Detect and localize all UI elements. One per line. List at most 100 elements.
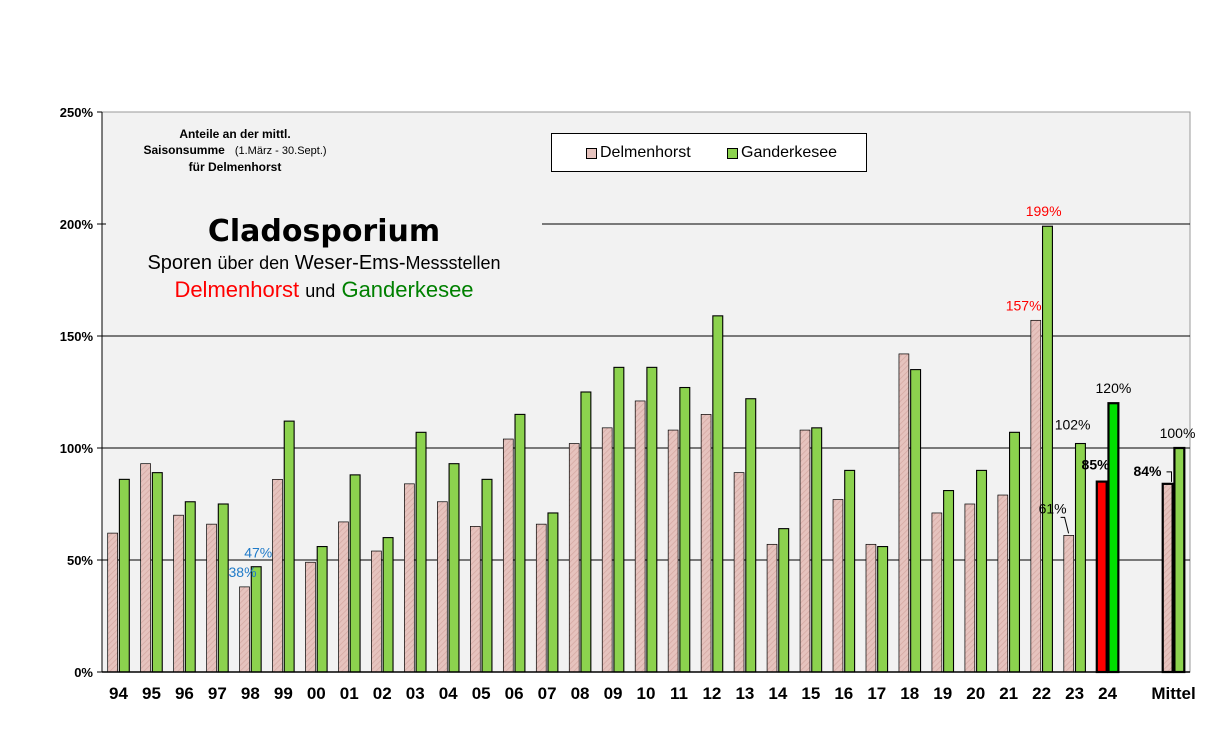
chart-title: Cladosporium: [207, 214, 441, 249]
bar-ganderkesee-15: [811, 427, 823, 673]
bar-delmenhorst-08: [568, 443, 580, 673]
bar-delmenhorst-19: [931, 512, 943, 673]
data-label-ganderkesee-Mittel: 100%: [1160, 425, 1196, 441]
x-tick-label: 10: [637, 684, 656, 703]
x-tick-label: 02: [373, 684, 392, 703]
chart-title-line3: Delmenhorst und Ganderkesee: [106, 276, 542, 305]
leader-line-23: [1060, 516, 1070, 534]
bar-ganderkesee-Mittel: [1173, 446, 1186, 674]
x-axis: 94 95 96 97 98 99 00 01 02 03 04 05 06 07 08 09 10 11 12 13…: [109, 684, 1196, 703]
title-word-sporen: Sporen: [147, 252, 212, 274]
title-block: Cladosporium Sporen über den Weser-Ems-M…: [106, 212, 542, 310]
title-word-den: den: [259, 253, 290, 273]
bar-ganderkesee-96: [184, 501, 196, 673]
x-tick-label: 01: [340, 684, 359, 703]
subtitle-line-3: für Delmenhorst: [188, 160, 282, 174]
bar-delmenhorst-14: [766, 543, 778, 673]
bar-ganderkesee-04: [448, 463, 460, 673]
bar-ganderkesee-17: [877, 546, 889, 673]
bar-delmenhorst-94: [107, 532, 118, 673]
bar-ganderkesee-03: [415, 431, 427, 673]
bar-delmenhorst-23: [1063, 535, 1075, 673]
title-station-delmenhorst: Delmenhorst: [174, 277, 300, 302]
data-label-delmenhorst-22: 157%: [1006, 297, 1042, 313]
x-tick-label: Mittel: [1151, 684, 1195, 703]
bar-delmenhorst-24: [1095, 480, 1108, 674]
bar-ganderkesee-97: [217, 503, 229, 673]
bar-ganderkesee-13: [745, 398, 757, 673]
bar-ganderkesee-19: [943, 490, 955, 673]
bar-ganderkesee-21: [1009, 431, 1021, 673]
x-tick-label: 08: [571, 684, 590, 703]
data-label-delmenhorst-Mittel: 84%: [1133, 463, 1162, 479]
bar-delmenhorst-05: [470, 526, 481, 673]
bar-delmenhorst-04: [437, 501, 448, 673]
bar-ganderkesee-01: [349, 474, 361, 673]
y-axis: 0% 50% 100% 150% 200% 250%: [60, 105, 1190, 680]
bar-ganderkesee-05: [481, 478, 493, 673]
legend-swatch-ganderkesee: [727, 147, 738, 159]
y-tick-label: 0%: [74, 665, 93, 680]
bar-delmenhorst-06: [502, 438, 514, 673]
subtitle-line-1: Anteile an der mittl.: [179, 127, 291, 141]
title-station-ganderkesee: Ganderkesee: [341, 277, 474, 302]
bar-delmenhorst-16: [832, 499, 844, 673]
x-tick-label: 09: [604, 684, 623, 703]
subtitle-line-2b: (1.März - 30.Sept.): [234, 145, 327, 157]
bar-ganderkesee-24: [1107, 402, 1120, 674]
x-tick-label: 16: [834, 684, 853, 703]
bar-ganderkesee-06: [514, 413, 526, 673]
plot-area: [101, 111, 1191, 673]
bar-ganderkesee-07: [547, 512, 559, 673]
bar-ganderkesee-08: [580, 391, 592, 673]
subtitle-line-2: Saisonsumme: [143, 143, 225, 157]
legend: Delmenhorst Ganderkesee: [551, 133, 867, 172]
bar-delmenhorst-99: [272, 479, 283, 673]
y-tick-label: 150%: [60, 329, 94, 344]
title-word-messstellen: Messstellen: [405, 253, 501, 273]
data-labels: 47% 38% 199% 157% 102% 61% 120% 85% 100% 84%: [229, 203, 1196, 580]
title-connector: und: [305, 281, 336, 301]
subtitle-note: Anteile an der mittl. Saisonsumme (1.Mär…: [105, 126, 365, 175]
data-label-ganderkesee-23: 102%: [1055, 417, 1091, 433]
y-tick-label: 200%: [60, 217, 94, 232]
data-label-delmenhorst-24: 85%: [1082, 457, 1111, 473]
data-label-delmenhorst-98: 38%: [229, 564, 257, 580]
bar-ganderkesee-02: [382, 537, 394, 673]
bar-ganderkesee-98: [250, 566, 262, 673]
bar-ganderkesee-95: [151, 472, 163, 673]
x-tick-label: 19: [933, 684, 952, 703]
y-tick-label: 50%: [67, 553, 93, 568]
bar-ganderkesee-00: [316, 546, 328, 673]
bar-delmenhorst-07: [535, 523, 547, 673]
data-label-ganderkesee-22: 199%: [1026, 203, 1062, 219]
bar-ganderkesee-12: [712, 315, 724, 673]
x-tick-label: 05: [472, 684, 491, 703]
x-tick-label: 98: [241, 684, 260, 703]
data-label-ganderkesee-24: 120%: [1096, 380, 1132, 396]
x-tick-label: 03: [406, 684, 425, 703]
bar-ganderkesee-94: [118, 478, 130, 673]
bar-ganderkesee-22: [1041, 225, 1053, 673]
bar-delmenhorst-13: [733, 472, 745, 673]
bar-delmenhorst-97: [206, 523, 217, 673]
legend-item-ganderkesee: Ganderkesee: [727, 144, 837, 162]
bar-delmenhorst-95: [140, 463, 151, 673]
x-tick-label: 17: [867, 684, 886, 703]
data-label-ganderkesee-98: 47%: [244, 545, 272, 561]
x-tick-label: 95: [142, 684, 161, 703]
bar-delmenhorst-11: [667, 429, 679, 673]
x-tick-label: 04: [439, 684, 458, 703]
bar-delmenhorst-12: [700, 414, 712, 673]
legend-label-delmenhorst: Delmenhorst: [600, 144, 691, 161]
x-tick-label: 96: [175, 684, 194, 703]
x-tick-label: 23: [1065, 684, 1084, 703]
x-tick-label: 99: [274, 684, 293, 703]
bar-ganderkesee-99: [283, 420, 295, 673]
bar-delmenhorst-Mittel: [1161, 482, 1174, 674]
bars: [107, 225, 1186, 674]
x-tick-label: 94: [109, 684, 128, 703]
x-tick-label: 12: [702, 684, 721, 703]
x-tick-label: 14: [768, 684, 787, 703]
bar-ganderkesee-14: [778, 528, 790, 673]
